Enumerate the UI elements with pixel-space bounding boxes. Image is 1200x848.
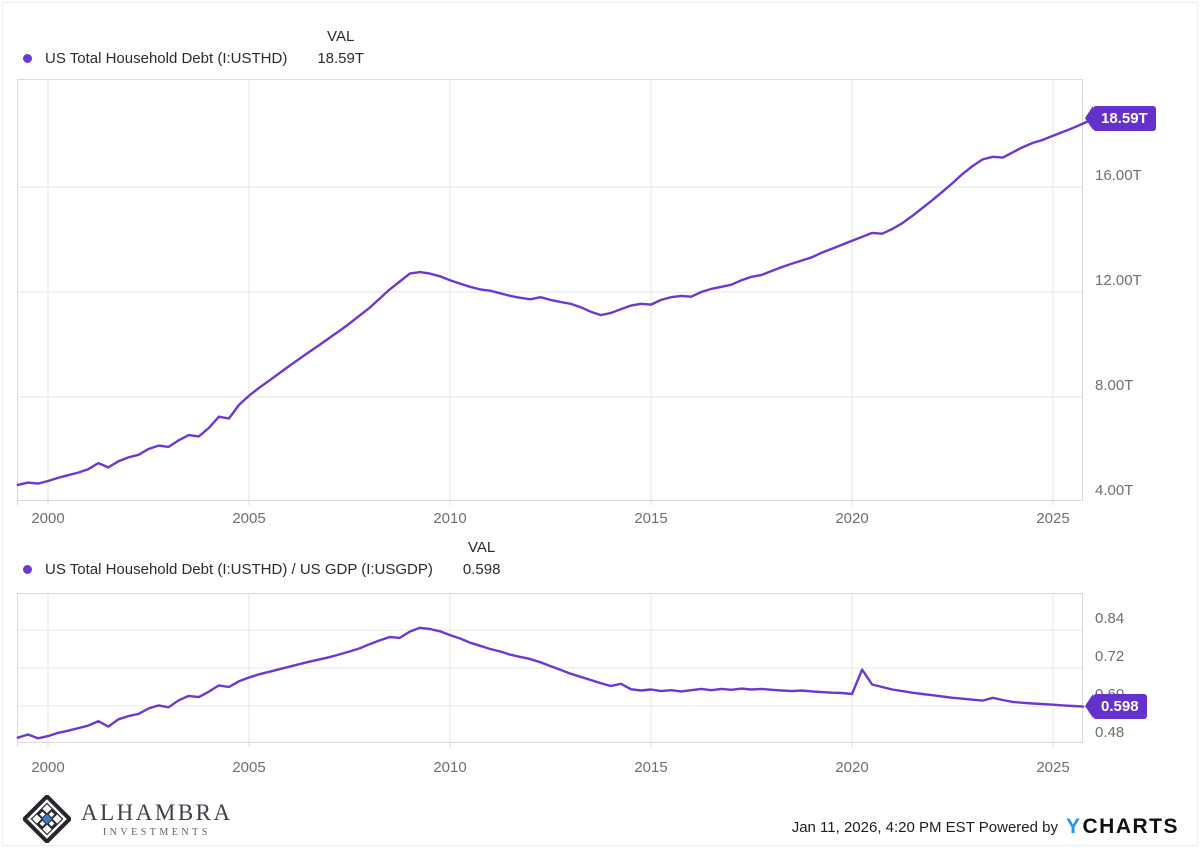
- series-current-value: 0.598: [462, 560, 501, 578]
- x-tick: 2015: [634, 510, 668, 527]
- alhambra-brand-name: ALHAMBRA: [81, 800, 233, 825]
- series-label: US Total Household Debt (I:USTHD): [45, 49, 288, 67]
- x-tick: 2025: [1036, 759, 1070, 776]
- series-dot-icon: [23, 564, 32, 574]
- alhambra-logo-icon: [23, 795, 71, 843]
- timestamp-and-attribution: Jan 11, 2026, 4:20 PM EST Powered by: [792, 819, 1058, 836]
- legend-spacer: [23, 25, 287, 47]
- y-tick: 12.00T: [1095, 272, 1142, 289]
- alhambra-brand-sub: INVESTMENTS: [102, 827, 211, 838]
- x-tick: 2005: [232, 510, 266, 527]
- val-column-header: VAL: [468, 538, 496, 556]
- x-tick: 2015: [634, 759, 668, 776]
- alhambra-branding: ALHAMBRA INVESTMENTS: [23, 795, 233, 843]
- last-value-badge: 0.598: [1085, 694, 1147, 719]
- x-tick: 2005: [232, 759, 266, 776]
- debt-to-gdp-line-chart: [16, 593, 1085, 747]
- powered-by-label: Powered by: [978, 818, 1058, 836]
- last-value-badge: 18.59T: [1085, 106, 1156, 131]
- y-tick: 8.00T: [1095, 377, 1134, 394]
- ycharts-logo-y: Y: [1065, 815, 1082, 838]
- series-label: US Total Household Debt (I:USTHD) / US G…: [45, 560, 433, 578]
- y-tick: 16.00T: [1095, 167, 1142, 184]
- series-dot-icon: [23, 53, 32, 63]
- debt-to-gdp-plot-area[interactable]: [16, 593, 1085, 747]
- timestamp: Jan 11, 2026, 4:20 PM EST: [791, 818, 975, 836]
- series-current-value: 18.59T: [317, 49, 365, 67]
- y-tick: 4.00T: [1095, 482, 1134, 499]
- ycharts-logo[interactable]: Y CHARTS: [1066, 815, 1179, 839]
- legend-debt-to-gdp[interactable]: US Total Household Debt (I:USTHD) / US G…: [23, 536, 500, 580]
- x-tick: 2025: [1036, 510, 1070, 527]
- val-column-header: VAL: [327, 27, 355, 45]
- y-tick: 0.72: [1095, 648, 1125, 665]
- x-tick: 2020: [835, 759, 869, 776]
- household-debt-line-chart: [16, 79, 1095, 505]
- household-debt-plot-area[interactable]: [16, 79, 1095, 505]
- x-tick: 2000: [31, 510, 65, 527]
- x-tick: 2000: [31, 759, 65, 776]
- x-tick: 2020: [835, 510, 869, 527]
- x-tick: 2010: [433, 759, 467, 776]
- y-tick: 0.48: [1095, 724, 1125, 741]
- x-tick: 2010: [433, 510, 467, 527]
- y-tick: 0.84: [1095, 610, 1125, 627]
- legend-spacer: [23, 536, 433, 558]
- ycharts-logo-charts: CHARTS: [1082, 815, 1179, 838]
- legend-household-debt[interactable]: US Total Household Debt (I:USTHD) VAL 18…: [23, 25, 364, 69]
